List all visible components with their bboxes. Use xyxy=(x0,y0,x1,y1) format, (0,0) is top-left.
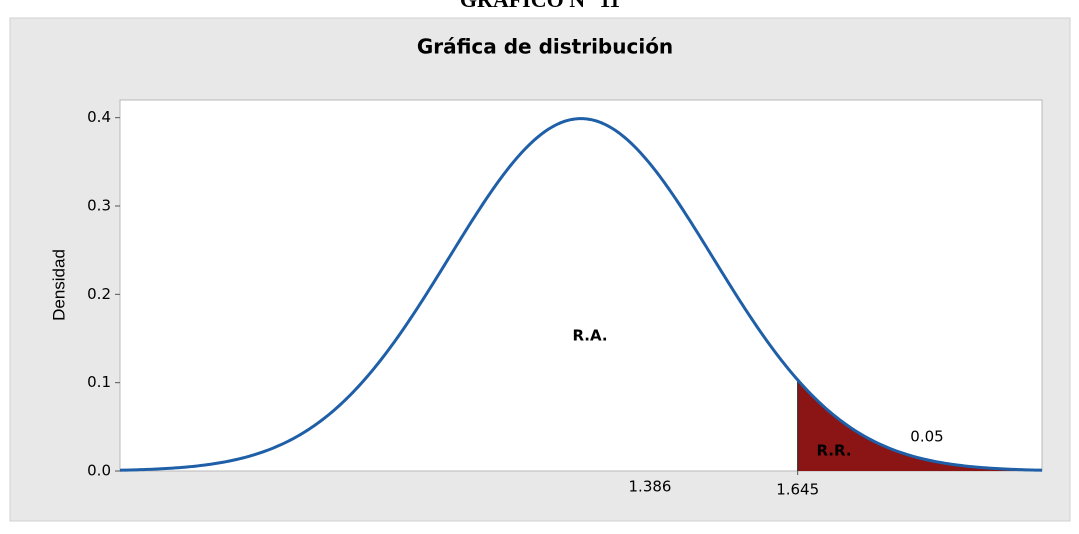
statistic-label: 1.386 xyxy=(629,478,672,496)
y-tick-label: 0.2 xyxy=(87,285,111,303)
rejection-region xyxy=(797,379,1042,471)
y-tick-label: 0.4 xyxy=(87,108,111,126)
y-axis-label: Densidad xyxy=(49,249,68,321)
plot-area xyxy=(119,99,1043,472)
x-tick-label: 1.645 xyxy=(776,481,819,499)
rejection-label: R.R. xyxy=(816,442,851,460)
acceptance-label: R.A. xyxy=(572,327,607,345)
chart-title: Gráfica de distribución xyxy=(417,35,673,59)
alpha-label: 0.05 xyxy=(910,428,943,446)
y-tick-label: 0.1 xyxy=(87,373,111,391)
y-tick-label: 0.0 xyxy=(87,462,111,480)
y-tick-label: 0.3 xyxy=(87,197,111,215)
density-curve xyxy=(119,117,1043,472)
heading: GRÁFICO N° 11 xyxy=(460,0,620,12)
